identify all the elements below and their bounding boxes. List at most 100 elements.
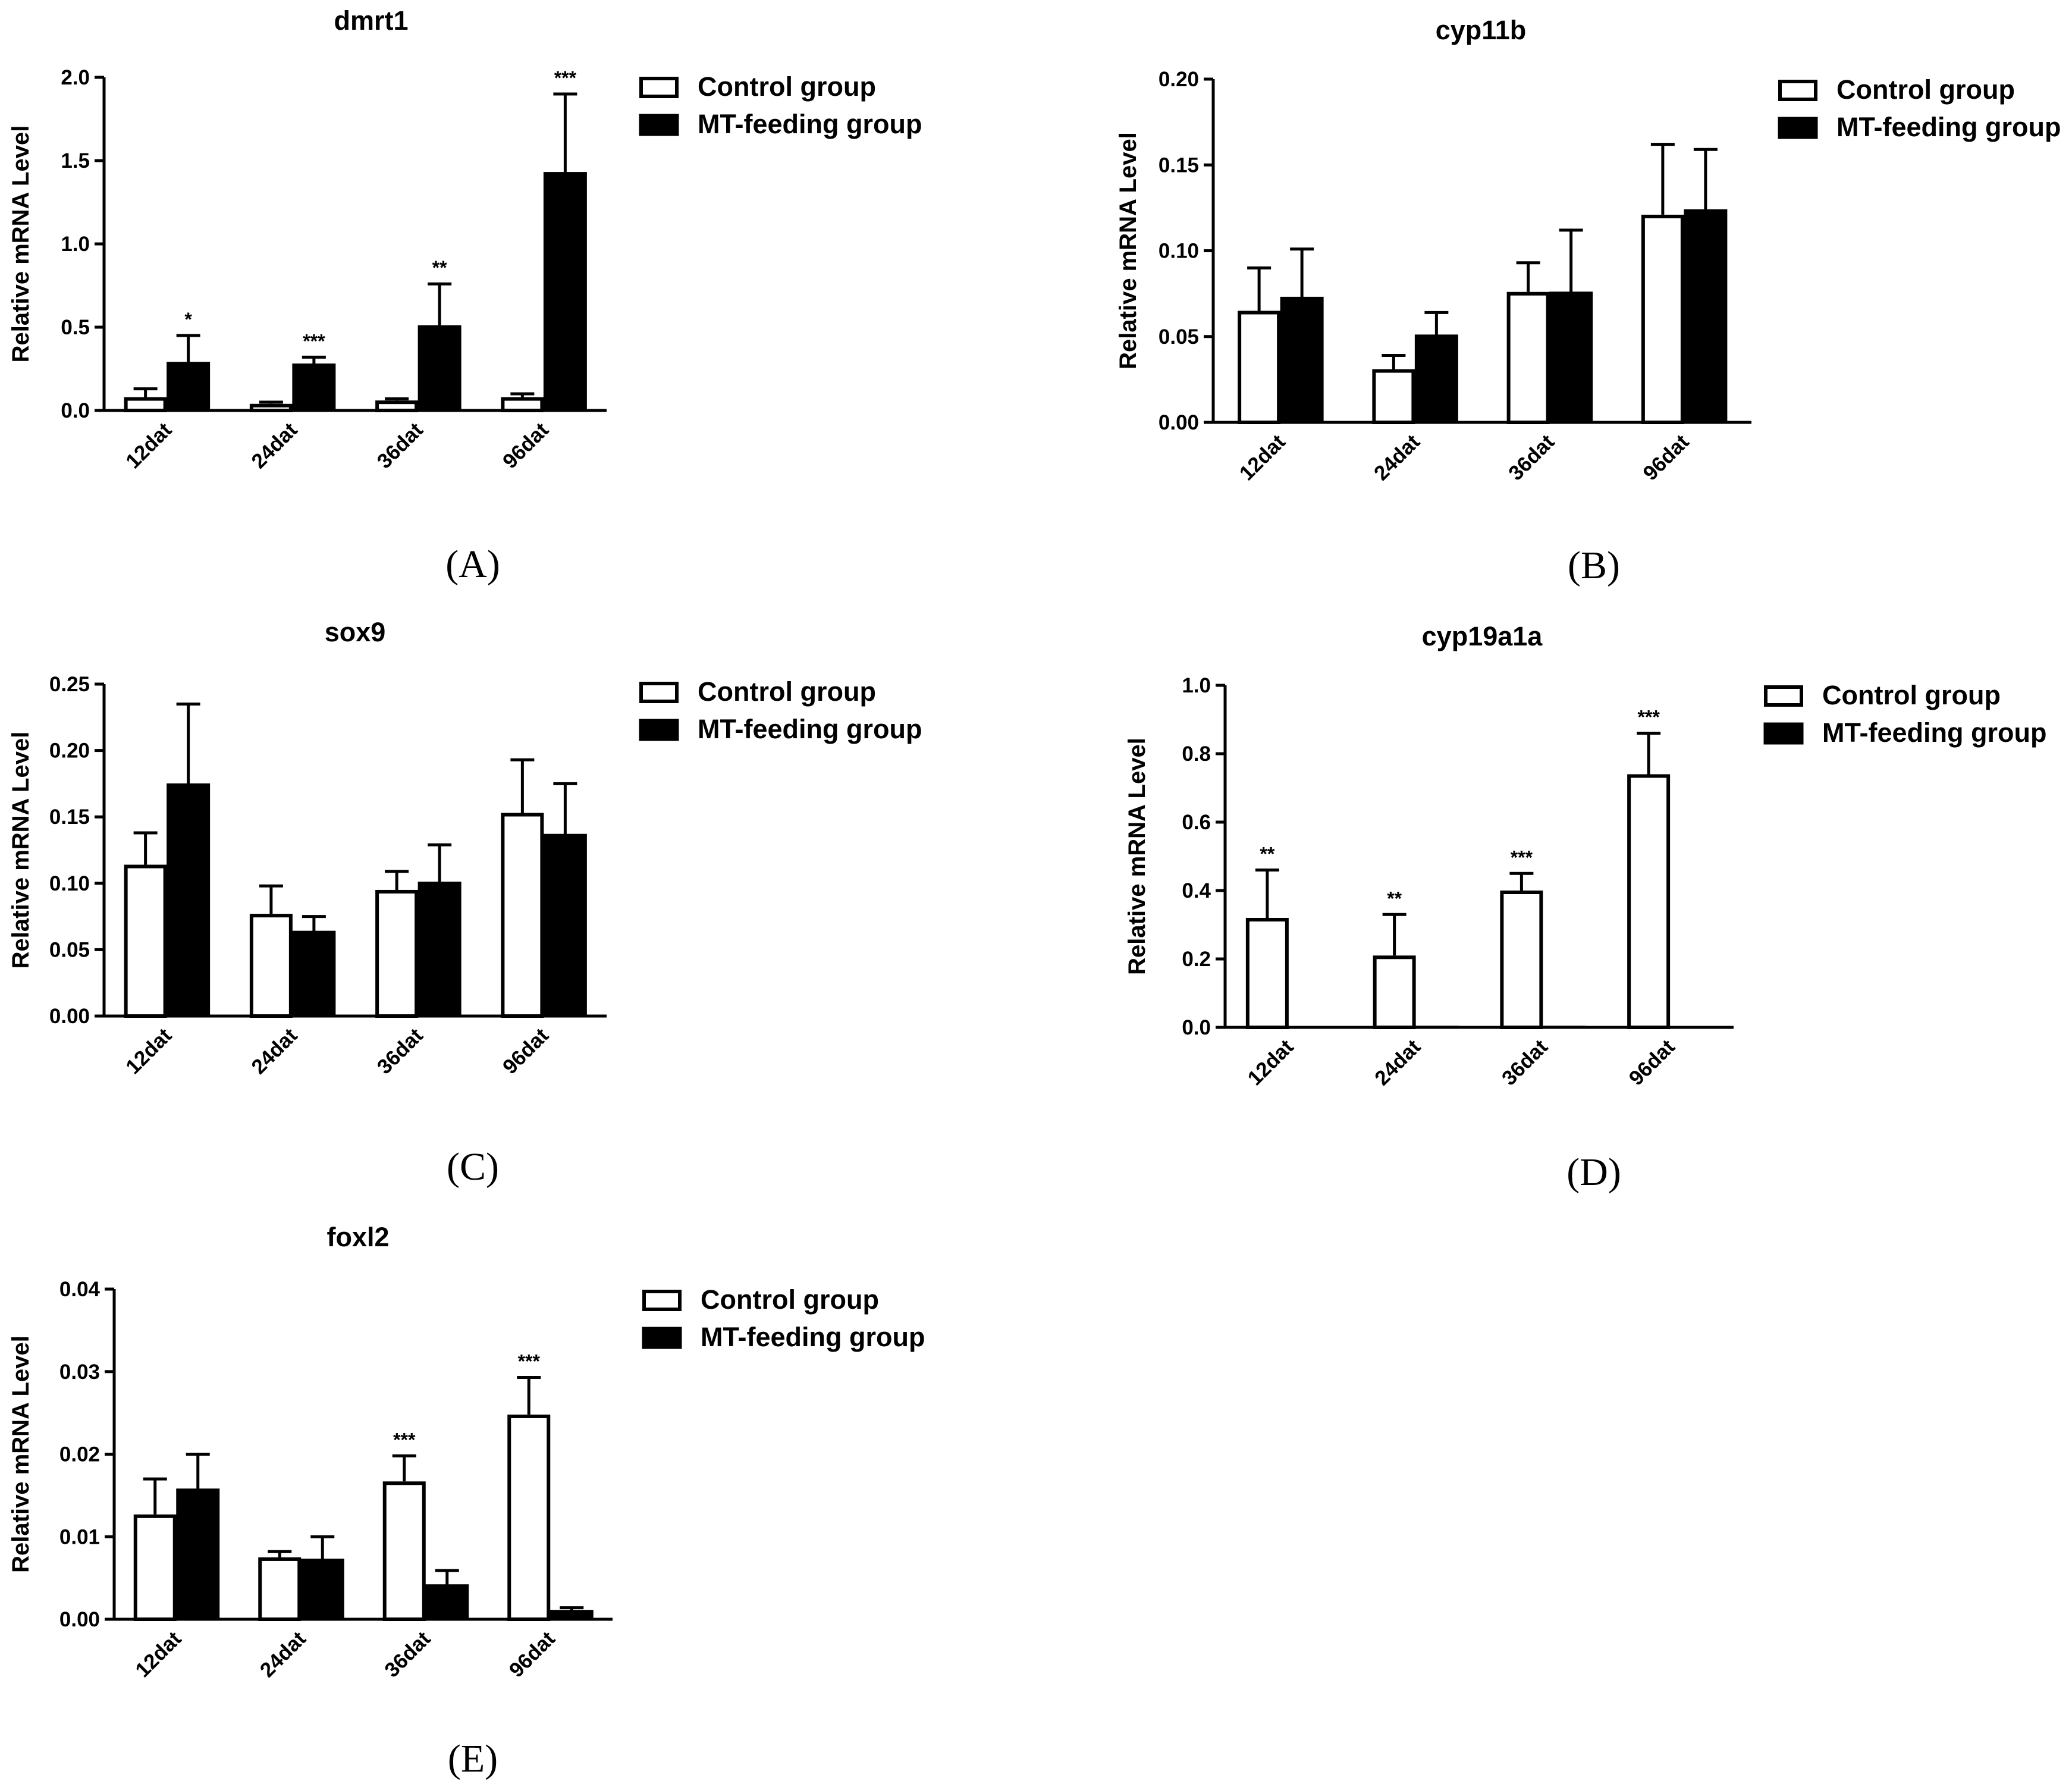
bar-mt-feeding [550, 1610, 594, 1620]
bar-control [1506, 291, 1550, 424]
legend-label: Control group [1822, 680, 2001, 710]
legend-swatch-mt-feeding [639, 719, 679, 741]
x-tick-label: 12dat [121, 1024, 176, 1079]
bar-control [375, 400, 419, 413]
bar-control [1500, 891, 1543, 1029]
bar-mt-feeding [543, 833, 587, 1017]
y-tick-label: 0.20 [49, 739, 90, 763]
significance-label: *** [1511, 847, 1533, 868]
bar-mt-feeding [417, 325, 462, 411]
y-tick-label: 1.5 [61, 149, 90, 173]
y-tick-label: 0.0 [61, 399, 90, 422]
legend-label: Control group [698, 71, 876, 102]
x-tick-label: 36dat [373, 1024, 428, 1079]
bar-control [1627, 774, 1671, 1029]
x-tick-label: 96dat [1625, 1035, 1679, 1090]
bar-mt-feeding [1549, 291, 1593, 423]
y-tick-label: 0.5 [61, 316, 90, 339]
significance-label: *** [518, 1350, 541, 1372]
panel-label: (B) [1568, 544, 1620, 587]
legend-label: Control group [701, 1284, 879, 1315]
bar-mt-feeding [1684, 209, 1728, 423]
legend-label: MT-feeding group [1822, 717, 2046, 748]
bar-control [124, 864, 167, 1018]
bar-control [501, 397, 544, 412]
bar-control [1238, 311, 1281, 424]
y-tick-label: 0.10 [1159, 240, 1199, 263]
legend-swatch-control [639, 77, 679, 98]
chart-cyp19a1a: cyp19a1a 0.0 0.2 0.4 0.6 0.8 1.0 Relative mRNA … [1124, 621, 2046, 1194]
legend-swatch-mt-feeding [639, 114, 679, 136]
panel-label: (C) [447, 1145, 499, 1189]
bar-control [258, 1557, 302, 1621]
y-tick-label: 0.8 [1182, 742, 1211, 766]
bar-control [501, 813, 544, 1018]
bar-mt-feeding [292, 363, 336, 411]
legend-label: MT-feeding group [698, 109, 922, 139]
bar-mt-feeding [1280, 296, 1324, 423]
bar-control [249, 403, 293, 412]
bar-control [1641, 214, 1684, 424]
bar-control [382, 1481, 426, 1622]
bar-mt-feeding [300, 1559, 344, 1620]
x-tick-label: 96dat [1638, 430, 1693, 485]
significance-label: ** [1260, 844, 1274, 865]
y-tick-label: 1.0 [61, 233, 90, 256]
panel-label: (D) [1566, 1151, 1621, 1194]
bar-mt-feeding [1542, 1026, 1586, 1028]
significance-label: *** [554, 67, 577, 89]
bar-mt-feeding [425, 1584, 469, 1620]
significance-label: *** [393, 1429, 416, 1450]
y-tick-label: 0.25 [49, 673, 90, 696]
legend-swatch-control [642, 1290, 682, 1311]
y-tick-label: 0.05 [49, 938, 90, 961]
y-tick-label: 0.01 [59, 1525, 100, 1548]
chart-sox9: sox9 0.00 0.05 0.10 0.15 0.20 0.25 Relative mRN… [8, 617, 922, 1189]
significance-label: ** [1387, 888, 1402, 909]
legend-swatch-mt-feeding [642, 1327, 682, 1349]
y-tick-label: 0.03 [59, 1360, 100, 1384]
x-tick-label: 36dat [380, 1627, 435, 1682]
legend-swatch-control [1778, 80, 1817, 101]
legend-label: MT-feeding group [1836, 112, 2061, 142]
x-tick-label: 36dat [1498, 1035, 1552, 1090]
legend-label: Control group [1836, 74, 2015, 105]
y-tick-label: 0.02 [59, 1443, 100, 1466]
significance-label: * [184, 309, 192, 330]
y-tick-label: 0.2 [1182, 948, 1211, 971]
legend-label: MT-feeding group [698, 714, 922, 744]
chart-title: cyp11b [1436, 15, 1527, 45]
bar-mt-feeding [1414, 334, 1458, 423]
x-tick-label: 24dat [247, 1024, 302, 1079]
x-tick-label: 96dat [498, 418, 553, 473]
significance-label: *** [1637, 707, 1660, 728]
y-tick-label: 2.0 [61, 66, 90, 89]
y-tick-label: 0.00 [49, 1005, 90, 1028]
significance-label: *** [303, 330, 325, 352]
x-tick-label: 12dat [121, 418, 176, 473]
bar-mt-feeding [167, 362, 211, 411]
y-tick-label: 0.4 [1182, 879, 1211, 902]
y-tick-label: 0.20 [1159, 68, 1199, 91]
bar-control [124, 397, 167, 412]
x-tick-label: 96dat [498, 1024, 553, 1079]
bar-mt-feeding [417, 882, 462, 1017]
y-tick-label: 0.04 [59, 1278, 101, 1301]
y-axis-label: Relative mRNA Level [8, 732, 34, 969]
x-tick-label: 96dat [505, 1627, 560, 1682]
x-tick-label: 24dat [1370, 430, 1424, 485]
chart-title: foxl2 [327, 1222, 389, 1252]
bar-mt-feeding [176, 1488, 220, 1620]
bar-control [1245, 918, 1289, 1029]
bar-control [1372, 369, 1415, 424]
x-tick-label: 12dat [131, 1627, 186, 1682]
legend-label: MT-feeding group [701, 1322, 925, 1352]
legend-label: Control group [698, 676, 876, 707]
significance-label: ** [432, 257, 447, 278]
y-tick-label: 0.15 [49, 805, 90, 829]
bar-control [1373, 955, 1416, 1029]
bar-mt-feeding [1415, 1026, 1459, 1028]
chart-foxl2: foxl2 0.00 0.01 0.02 0.03 0.04 Relative mRNA L… [8, 1222, 925, 1780]
chart-dmrt1: dmrt1 0.0 0.5 1.0 1.5 2.0 Relative mRNA Level *… [8, 5, 922, 586]
legend-swatch-mt-feeding [1763, 722, 1804, 745]
